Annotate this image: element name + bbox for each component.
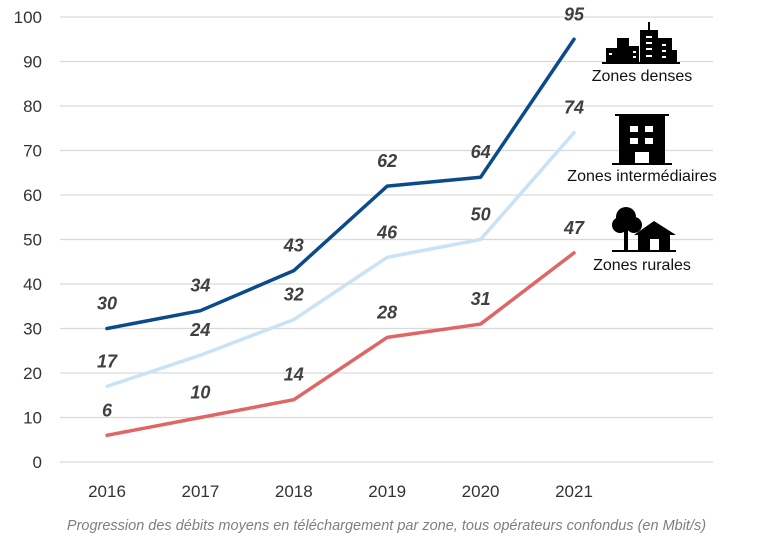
data-label: 95 [564, 4, 585, 24]
x-axis-ticks: 2016 2017 2018 2019 2020 2021 [88, 482, 593, 501]
data-label: 14 [284, 365, 304, 385]
y-tick-label: 100 [14, 8, 42, 27]
data-label: 46 [376, 222, 398, 242]
data-label: 30 [97, 294, 117, 314]
city-skyline-icon [602, 22, 680, 64]
y-tick-label: 50 [23, 231, 42, 250]
building-icon [612, 114, 672, 165]
series-line [105, 130, 576, 389]
data-label: 74 [564, 98, 584, 118]
data-label: 10 [190, 383, 210, 403]
data-label: 64 [471, 142, 491, 162]
y-tick-label: 70 [23, 142, 42, 161]
data-label: 17 [97, 351, 118, 371]
data-label: 50 [471, 205, 491, 225]
x-tick-label: 2017 [181, 482, 219, 501]
y-tick-label: 10 [23, 409, 42, 428]
data-label: 31 [471, 289, 491, 309]
legend-label-rural: Zones rurales [593, 257, 691, 274]
y-tick-label: 30 [23, 320, 42, 339]
y-axis-ticks: 0 10 20 30 40 50 60 70 80 90 100 [14, 8, 42, 472]
data-label: 43 [283, 236, 304, 256]
x-tick-label: 2019 [368, 482, 406, 501]
data-label: 6 [102, 400, 113, 420]
x-tick-label: 2021 [555, 482, 593, 501]
series-lines [105, 37, 576, 438]
data-label: 47 [563, 218, 585, 238]
x-tick-label: 2020 [462, 482, 500, 501]
data-labels: 30 34 43 62 64 95 17 24 32 46 50 74 6 10 14 28 31 47 [97, 4, 585, 420]
x-tick-label: 2018 [275, 482, 313, 501]
legend-label-dense: Zones denses [592, 68, 693, 85]
data-label: 32 [284, 285, 304, 305]
y-tick-label: 40 [23, 275, 42, 294]
series-line [105, 37, 576, 331]
y-tick-label: 0 [33, 453, 42, 472]
series-line [105, 251, 576, 438]
chart-caption: Progression des débits moyens en télécha… [66, 518, 707, 534]
data-label: 62 [377, 151, 397, 171]
y-tick-label: 60 [23, 186, 42, 205]
house-tree-icon [612, 207, 676, 252]
data-label: 28 [376, 302, 397, 322]
zone-legend: Zones denses Zones intermédiaires Zones … [567, 22, 717, 274]
gridlines [60, 16, 713, 463]
legend-label-intermediate: Zones intermédiaires [567, 168, 716, 185]
data-label: 34 [190, 276, 210, 296]
x-tick-label: 2016 [88, 482, 126, 501]
y-tick-label: 80 [23, 97, 42, 116]
data-label: 24 [189, 320, 210, 340]
y-tick-label: 90 [23, 53, 42, 72]
y-tick-label: 20 [23, 364, 42, 383]
